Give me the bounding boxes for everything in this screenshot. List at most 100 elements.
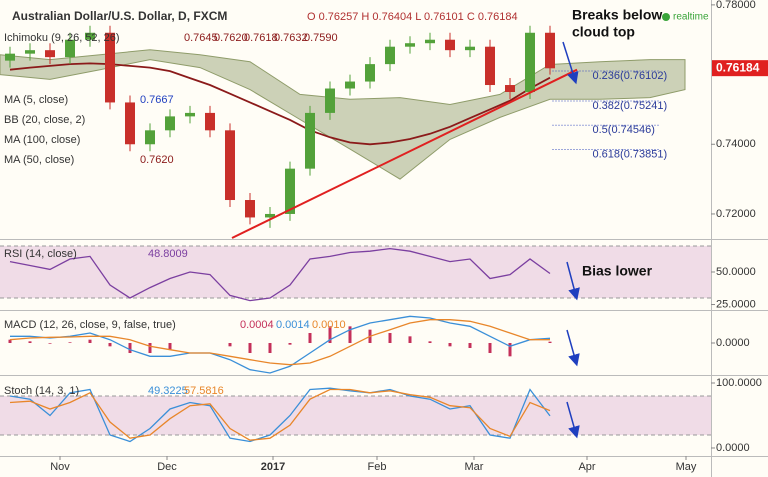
annotation: Bias lower: [582, 263, 653, 279]
candle-body: [385, 46, 395, 65]
histogram-bar: [248, 343, 252, 353]
band: [0, 395, 711, 435]
y-tick-label: 0.78000: [716, 0, 756, 11]
legend-value: 0.7590: [304, 32, 338, 44]
legend-value: 0.7645: [184, 32, 218, 44]
status-dot: [662, 13, 670, 21]
indicator-line: [9, 247, 551, 302]
candle-body: [85, 32, 95, 40]
candle-body: [285, 168, 295, 214]
histogram-bar: [108, 343, 112, 347]
legend-name: BB (20, close, 2): [4, 114, 85, 126]
histogram-bar: [508, 343, 512, 357]
histogram-bar: [148, 343, 152, 353]
histogram-bar: [448, 343, 452, 347]
status: realtime: [673, 12, 709, 23]
candle-body: [265, 213, 275, 218]
readout: 48.8009: [148, 248, 188, 260]
histogram-bar: [228, 343, 232, 347]
histogram-bar: [428, 341, 432, 343]
fib-label: 0.618(0.73851): [593, 148, 668, 160]
legend-name: MA (100, close): [4, 134, 80, 146]
ma-line: [9, 62, 551, 146]
ohlc: O 0.76257 H 0.76404 L 0.76101 C 0.76184: [307, 11, 518, 23]
chart-title: Australian Dollar/U.S. Dollar, D, FXCM: [12, 9, 227, 23]
candle-body: [65, 39, 75, 58]
fib-label: 0.382(0.75241): [593, 100, 668, 112]
y-tick-label: 25.0000: [716, 298, 756, 310]
candle-body: [425, 39, 435, 44]
readout: 0.0004: [240, 319, 274, 331]
candle-body: [145, 130, 155, 145]
candle-body: [5, 53, 15, 61]
annotation: Breaks below: [572, 7, 662, 23]
cloud: [0, 49, 686, 180]
trendline: [231, 68, 578, 239]
candle-body: [25, 50, 35, 54]
candle-body: [365, 64, 375, 82]
candle-body: [525, 32, 535, 92]
y-tick-label: 50.0000: [716, 266, 756, 278]
histogram-bar: [308, 333, 312, 343]
arrows: [562, 41, 580, 439]
readout: 49.3225: [148, 385, 188, 397]
y-tick-label: 100.0000: [716, 377, 762, 389]
readout: 0.0010: [312, 319, 346, 331]
fib-label: 0.236(0.76102): [593, 70, 668, 82]
readout: 0.0014: [276, 319, 310, 331]
y-tick-label: 0.74000: [716, 138, 756, 150]
x-tick-label: Mar: [465, 461, 484, 473]
candle-body: [105, 32, 115, 103]
price-tag-label: 0.76184: [716, 60, 760, 74]
band: [0, 245, 711, 299]
y-tick-label: 0.0000: [716, 442, 750, 454]
histogram-bar: [128, 343, 132, 353]
legend-name: MA (50, close): [4, 154, 74, 166]
x-tick-label: May: [676, 461, 697, 473]
candle-body: [185, 112, 195, 117]
panel-title: Stoch (14, 3, 1): [4, 385, 79, 397]
x-tick-label: Apr: [578, 461, 595, 473]
candle-body: [505, 85, 515, 92]
candle-body: [45, 50, 55, 58]
histogram-bar: [408, 336, 412, 343]
candle-body: [165, 116, 175, 131]
candle-body: [225, 130, 235, 201]
candle-body: [465, 46, 475, 51]
legend-value: 0.7620: [214, 32, 248, 44]
candle-body: [405, 43, 415, 47]
histogram-bar: [8, 339, 12, 343]
histogram-bar: [68, 342, 72, 343]
candle-body: [325, 88, 335, 113]
histogram-bar: [268, 343, 272, 353]
x-tick-label: 2017: [261, 461, 285, 473]
candle-body: [485, 46, 495, 86]
candle-body: [245, 200, 255, 218]
legend-name: MA (5, close): [4, 94, 68, 106]
candle-body: [125, 102, 135, 145]
histogram-bar: [348, 326, 352, 343]
histogram-bar: [328, 326, 332, 343]
annotation: cloud top: [572, 24, 635, 40]
y-tick-label: 0.72000: [716, 208, 756, 220]
indicator-line: [9, 388, 551, 441]
histogram-bar: [488, 343, 492, 353]
candle-body: [305, 112, 315, 169]
histogram-bar: [288, 343, 292, 345]
histogram-bar: [388, 333, 392, 343]
legend-value: 0.7620: [140, 154, 174, 166]
histogram-bar: [48, 343, 52, 344]
candle-body: [445, 39, 455, 51]
panel-title: MACD (12, 26, close, 9, false, true): [4, 319, 176, 331]
candle-body: [545, 32, 555, 69]
x-tick-label: Feb: [368, 461, 387, 473]
histogram-bar: [168, 343, 172, 350]
candle-body: [345, 81, 355, 89]
candle-body: [205, 112, 215, 131]
legend-value: 0.7632: [274, 32, 308, 44]
legend-value: 0.7618: [244, 32, 278, 44]
x-tick-label: Nov: [50, 461, 70, 473]
